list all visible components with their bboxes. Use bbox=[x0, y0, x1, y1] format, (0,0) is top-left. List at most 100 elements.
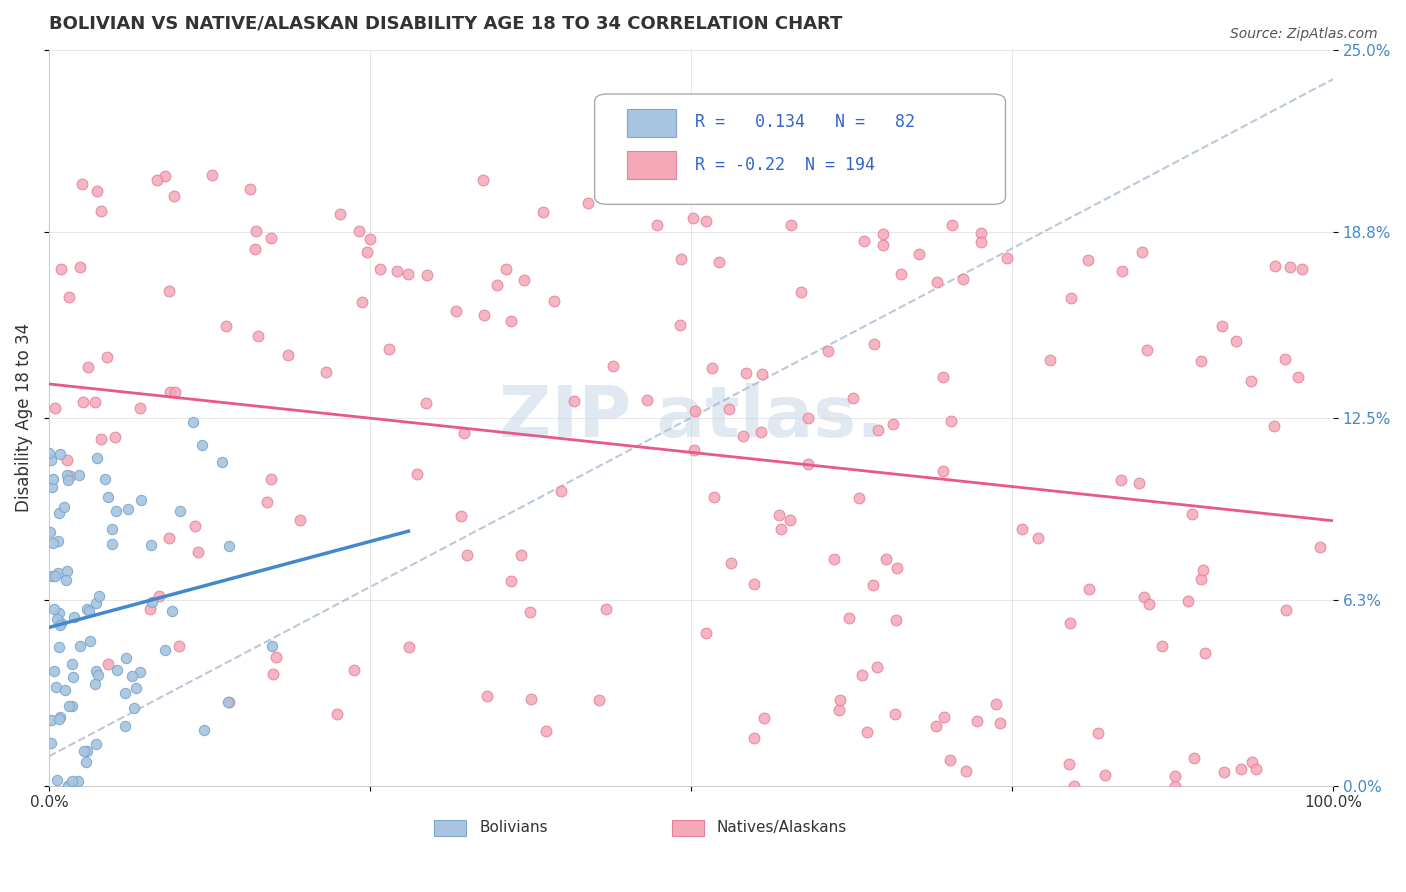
Bolivians bbox=[97, 490, 120, 504]
Text: ZIP atlas.: ZIP atlas. bbox=[499, 384, 883, 452]
Natives/Alaskans bbox=[69, 260, 91, 274]
Natives/Alaskans bbox=[669, 318, 692, 333]
Natives/Alaskans bbox=[97, 657, 120, 672]
Natives/Alaskans bbox=[495, 261, 517, 276]
Natives/Alaskans bbox=[890, 267, 912, 281]
Natives/Alaskans bbox=[245, 224, 267, 238]
Natives/Alaskans bbox=[70, 177, 93, 191]
Natives/Alaskans bbox=[543, 293, 565, 308]
Bolivians bbox=[49, 617, 72, 632]
Natives/Alaskans bbox=[734, 366, 756, 380]
Natives/Alaskans bbox=[1212, 764, 1234, 779]
Natives/Alaskans bbox=[1246, 762, 1268, 776]
Bolivians bbox=[55, 574, 77, 588]
Natives/Alaskans bbox=[848, 491, 870, 505]
Text: R = -0.22  N = 194: R = -0.22 N = 194 bbox=[695, 156, 875, 174]
Natives/Alaskans bbox=[349, 224, 371, 238]
Natives/Alaskans bbox=[1211, 319, 1233, 334]
Natives/Alaskans bbox=[1130, 245, 1153, 260]
Natives/Alaskans bbox=[260, 472, 283, 486]
Natives/Alaskans bbox=[256, 495, 278, 509]
Natives/Alaskans bbox=[751, 368, 773, 382]
Bolivians bbox=[38, 446, 60, 460]
Natives/Alaskans bbox=[939, 414, 962, 428]
Natives/Alaskans bbox=[531, 204, 554, 219]
Natives/Alaskans bbox=[576, 196, 599, 211]
Natives/Alaskans bbox=[378, 342, 401, 356]
Natives/Alaskans bbox=[187, 545, 209, 559]
Natives/Alaskans bbox=[823, 551, 845, 566]
Natives/Alaskans bbox=[444, 303, 467, 318]
Natives/Alaskans bbox=[838, 611, 860, 625]
Natives/Alaskans bbox=[1263, 418, 1285, 433]
Natives/Alaskans bbox=[742, 731, 765, 745]
Bolivians bbox=[217, 695, 239, 709]
Natives/Alaskans bbox=[277, 348, 299, 362]
Natives/Alaskans bbox=[851, 668, 873, 682]
Natives/Alaskans bbox=[872, 227, 894, 242]
Bolivians bbox=[76, 744, 98, 758]
Natives/Alaskans bbox=[700, 361, 723, 376]
Natives/Alaskans bbox=[882, 417, 904, 432]
Natives/Alaskans bbox=[1063, 779, 1085, 793]
Natives/Alaskans bbox=[1274, 351, 1296, 366]
Natives/Alaskans bbox=[595, 602, 617, 616]
Natives/Alaskans bbox=[1264, 259, 1286, 273]
Natives/Alaskans bbox=[886, 614, 908, 628]
Bolivians bbox=[42, 664, 65, 678]
Bolivians bbox=[45, 773, 67, 788]
Natives/Alaskans bbox=[883, 707, 905, 722]
Bolivians bbox=[46, 533, 69, 548]
Natives/Alaskans bbox=[1182, 751, 1205, 765]
Natives/Alaskans bbox=[966, 714, 988, 728]
Bolivians bbox=[87, 589, 110, 603]
Natives/Alaskans bbox=[534, 724, 557, 739]
Natives/Alaskans bbox=[1286, 370, 1309, 384]
Natives/Alaskans bbox=[709, 254, 731, 268]
Bolivians bbox=[44, 569, 66, 583]
Bolivians bbox=[60, 698, 83, 713]
Text: BOLIVIAN VS NATIVE/ALASKAN DISABILITY AGE 18 TO 34 CORRELATION CHART: BOLIVIAN VS NATIVE/ALASKAN DISABILITY AG… bbox=[49, 15, 842, 33]
Natives/Alaskans bbox=[886, 560, 908, 574]
Bolivians bbox=[53, 682, 76, 697]
Natives/Alaskans bbox=[1087, 726, 1109, 740]
Natives/Alaskans bbox=[742, 577, 765, 591]
Natives/Alaskans bbox=[872, 238, 894, 252]
Natives/Alaskans bbox=[396, 267, 419, 281]
Natives/Alaskans bbox=[862, 578, 884, 592]
Bolivians bbox=[211, 455, 233, 469]
Natives/Alaskans bbox=[853, 234, 876, 248]
Natives/Alaskans bbox=[159, 385, 181, 400]
Natives/Alaskans bbox=[717, 401, 740, 416]
Natives/Alaskans bbox=[1111, 263, 1133, 277]
Natives/Alaskans bbox=[405, 467, 427, 481]
Natives/Alaskans bbox=[1078, 582, 1101, 596]
Bolivians bbox=[84, 737, 107, 751]
Natives/Alaskans bbox=[602, 359, 624, 373]
Natives/Alaskans bbox=[247, 329, 270, 343]
Natives/Alaskans bbox=[146, 173, 169, 187]
Bolivians bbox=[260, 639, 283, 653]
Natives/Alaskans bbox=[1189, 353, 1212, 368]
Bolivians bbox=[114, 650, 136, 665]
Bolivians bbox=[162, 604, 184, 618]
Natives/Alaskans bbox=[703, 490, 725, 504]
Natives/Alaskans bbox=[84, 395, 107, 409]
Natives/Alaskans bbox=[695, 626, 717, 640]
Natives/Alaskans bbox=[997, 252, 1019, 266]
Bolivians bbox=[86, 450, 108, 465]
Natives/Alaskans bbox=[385, 264, 408, 278]
Natives/Alaskans bbox=[1137, 597, 1160, 611]
Bolivians bbox=[79, 633, 101, 648]
Natives/Alaskans bbox=[1309, 540, 1331, 554]
Natives/Alaskans bbox=[59, 469, 82, 483]
Natives/Alaskans bbox=[398, 640, 420, 655]
Bolivians bbox=[62, 670, 84, 684]
Natives/Alaskans bbox=[1011, 522, 1033, 536]
Bolivians bbox=[66, 773, 89, 788]
Natives/Alaskans bbox=[1136, 343, 1159, 357]
Bolivians bbox=[41, 480, 63, 494]
Natives/Alaskans bbox=[475, 689, 498, 703]
Bolivians bbox=[84, 596, 107, 610]
Text: Bolivians: Bolivians bbox=[479, 820, 548, 835]
